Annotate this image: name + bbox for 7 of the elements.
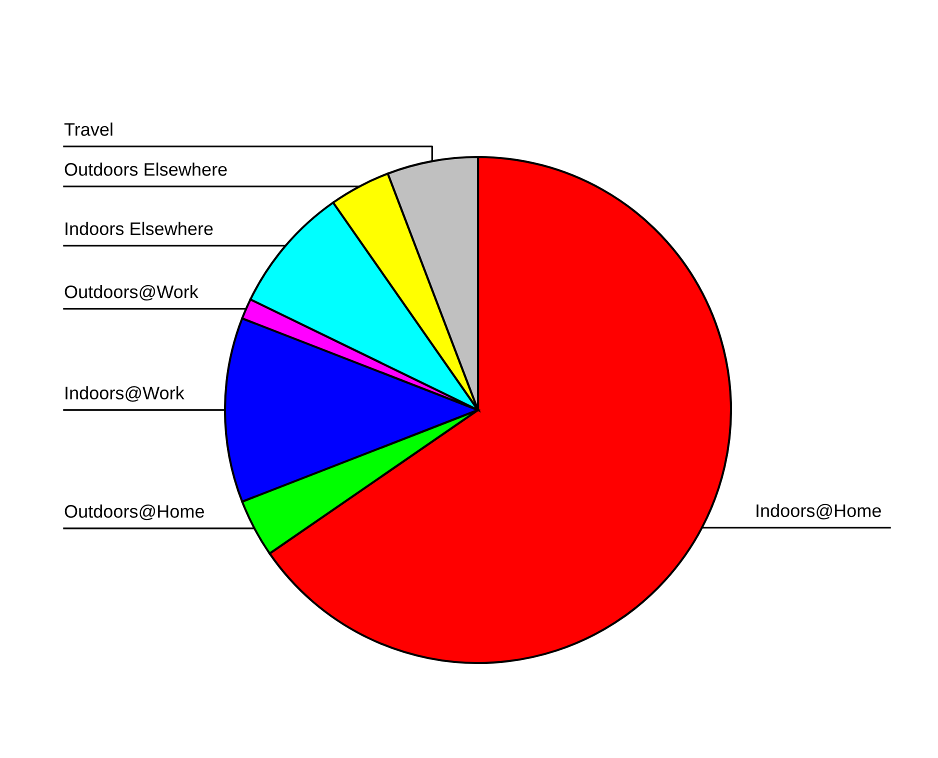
slice-label: Travel — [64, 122, 112, 136]
slice-label: Outdoors@Work — [64, 284, 198, 301]
slice-label: Indoors@Home — [756, 504, 881, 520]
slice-label: Indoors Elsewhere — [66, 222, 213, 236]
slice-label: Outdoors Elsewhere — [64, 162, 227, 176]
slice-label: Indoors@Work — [66, 386, 184, 402]
slice-label: Outdoors@Home — [64, 504, 204, 520]
